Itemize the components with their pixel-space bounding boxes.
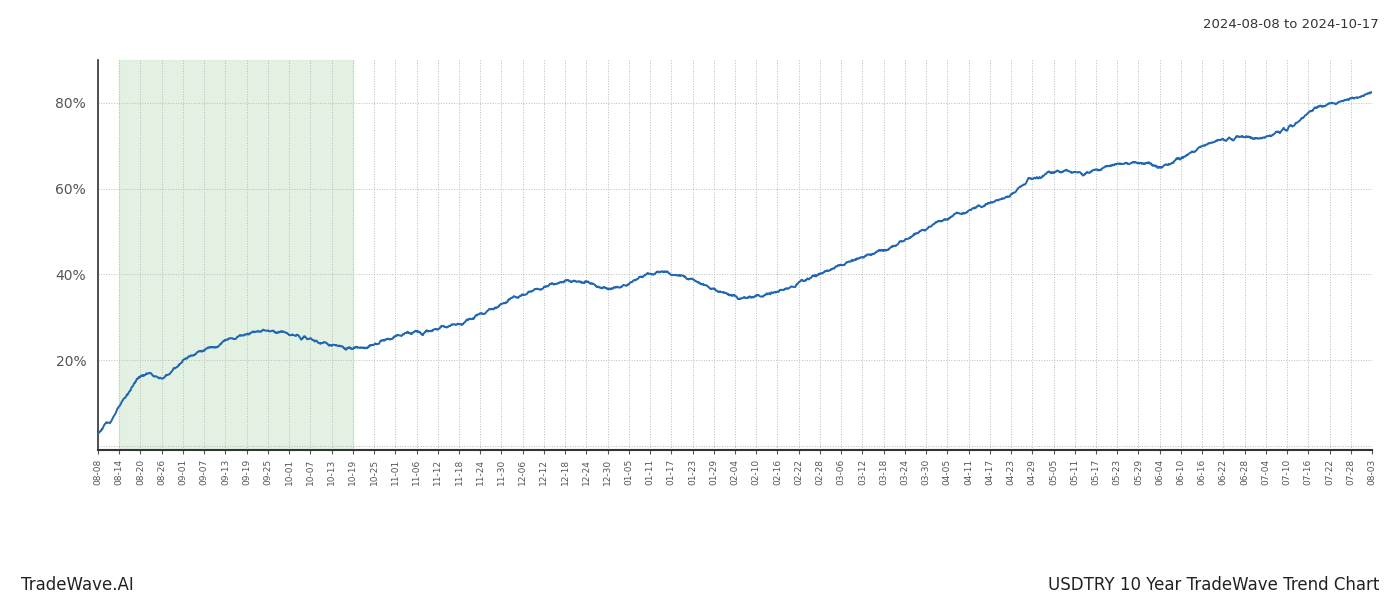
- Text: USDTRY 10 Year TradeWave Trend Chart: USDTRY 10 Year TradeWave Trend Chart: [1047, 576, 1379, 594]
- Text: 2024-08-08 to 2024-10-17: 2024-08-08 to 2024-10-17: [1203, 18, 1379, 31]
- Text: TradeWave.AI: TradeWave.AI: [21, 576, 134, 594]
- Bar: [119, 60, 353, 450]
